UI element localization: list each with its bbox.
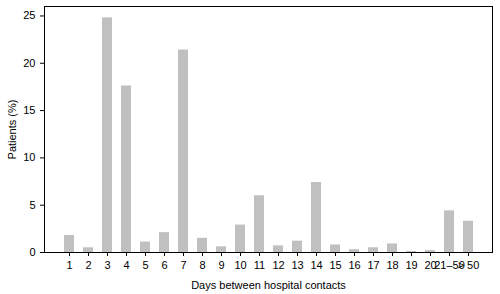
svg-text:9: 9: [218, 259, 224, 271]
svg-text:10: 10: [23, 151, 35, 163]
svg-text:12: 12: [272, 259, 284, 271]
svg-text:11: 11: [254, 259, 265, 271]
svg-text:18: 18: [386, 259, 398, 271]
svg-text:4: 4: [123, 259, 129, 271]
svg-text:15: 15: [329, 259, 341, 271]
svg-text:13: 13: [291, 259, 303, 271]
svg-text:10: 10: [234, 259, 246, 271]
svg-text:15: 15: [23, 104, 35, 116]
svg-text:25: 25: [23, 9, 35, 21]
svg-text:17: 17: [367, 259, 379, 271]
svg-text:6: 6: [161, 259, 167, 271]
svg-text:20: 20: [23, 57, 35, 69]
svg-text:Days between hospital contacts: Days between hospital contacts: [191, 279, 346, 291]
svg-text:5: 5: [142, 259, 148, 271]
svg-text:> 50: > 50: [458, 259, 480, 271]
svg-text:1: 1: [66, 259, 72, 271]
svg-text:3: 3: [104, 259, 110, 271]
svg-text:8: 8: [199, 259, 205, 271]
svg-text:2: 2: [85, 259, 91, 271]
svg-text:14: 14: [310, 259, 322, 271]
svg-text:16: 16: [348, 259, 360, 271]
svg-text:7: 7: [180, 259, 186, 271]
svg-text:21–50: 21–50: [434, 259, 465, 272]
svg-text:Patients (%): Patients (%): [6, 100, 18, 160]
svg-text:5: 5: [29, 199, 35, 211]
svg-text:0: 0: [29, 246, 35, 258]
svg-text:19: 19: [405, 259, 417, 271]
svg-text:20: 20: [424, 259, 437, 272]
